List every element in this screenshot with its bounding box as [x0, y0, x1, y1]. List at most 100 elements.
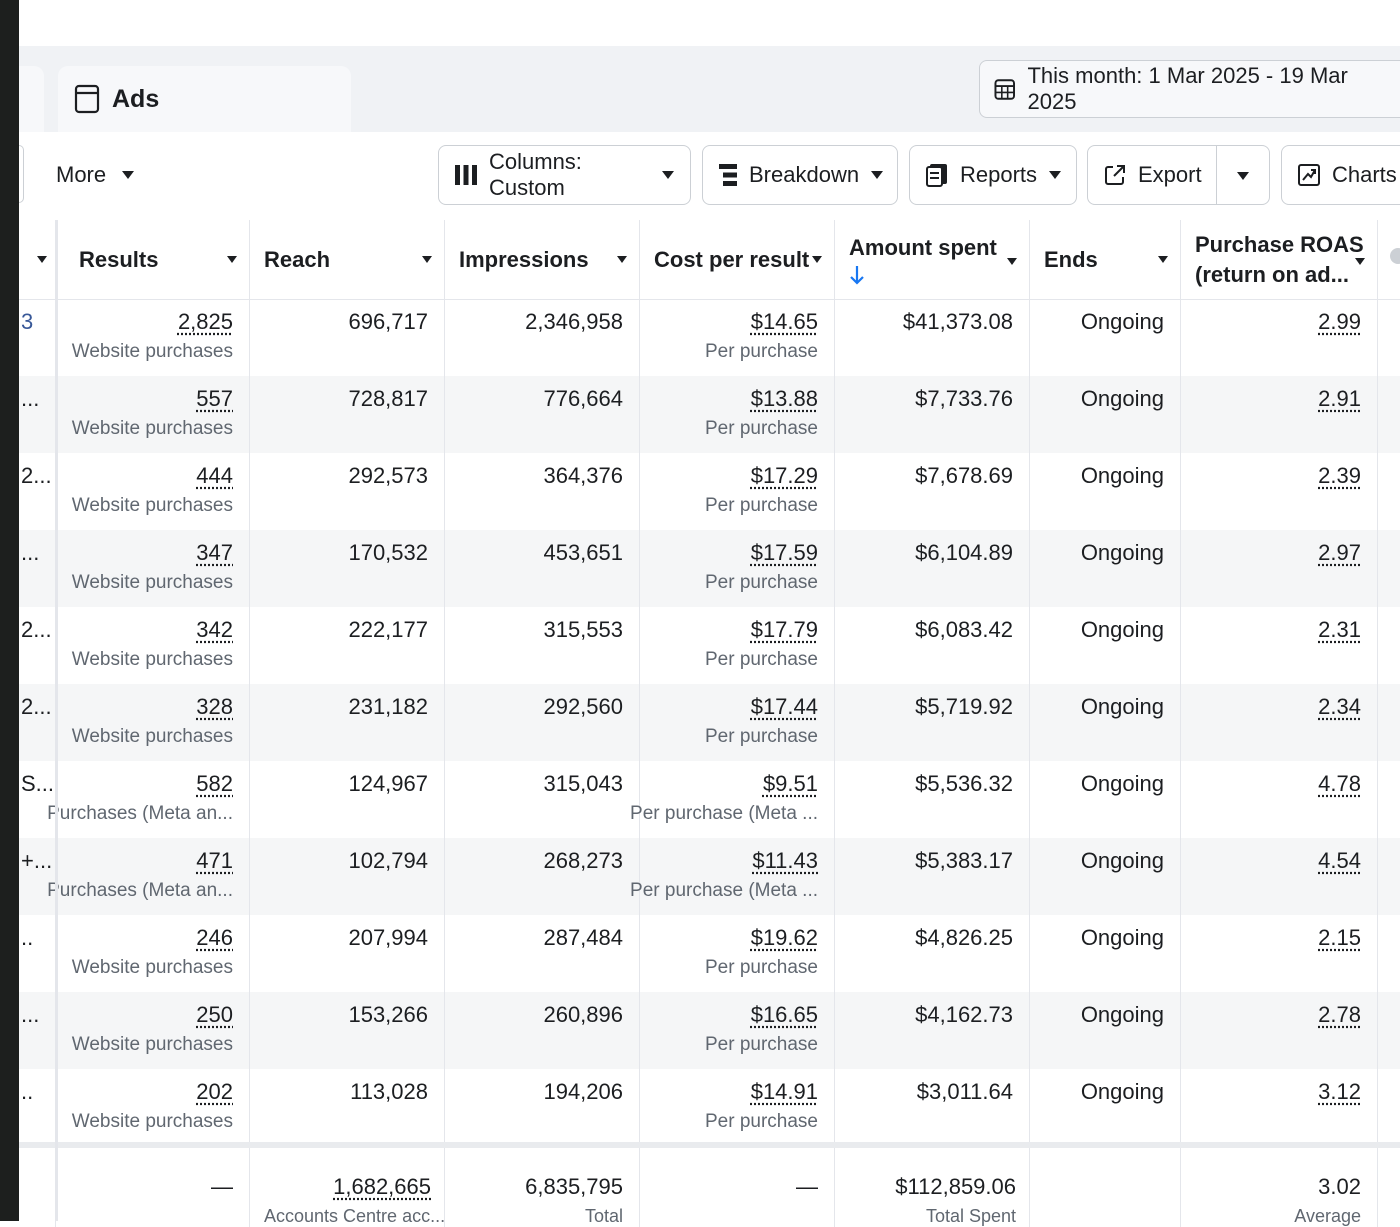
- tab-previous[interactable]: [19, 66, 44, 132]
- chevron-down-icon: [122, 171, 135, 179]
- amount-spent-value: $4,826.25: [915, 925, 1013, 950]
- tab-ads[interactable]: Ads: [58, 66, 351, 132]
- breakdown-button[interactable]: Breakdown: [702, 145, 898, 205]
- results-value[interactable]: 202: [196, 1079, 233, 1104]
- export-dropdown-chevron-icon[interactable]: [1237, 172, 1249, 180]
- cost-per-result-value[interactable]: $9.51: [762, 771, 818, 796]
- ad-name-link[interactable]: ..: [21, 1079, 34, 1104]
- cost-per-result-value[interactable]: $17.59: [750, 540, 818, 565]
- cell-roas: 2.78: [1181, 992, 1378, 1069]
- charts-button[interactable]: Charts: [1281, 145, 1400, 205]
- table-row[interactable]: S... 582 Purchases (Meta an... 124,967 315,0…: [19, 761, 1400, 838]
- cell-roas: 2.34: [1181, 684, 1378, 761]
- column-header-purchase-roas[interactable]: Purchase ROAS (return on ad...: [1181, 220, 1378, 299]
- ad-name-link[interactable]: ...: [21, 386, 40, 411]
- ad-name-link[interactable]: +...: [21, 848, 53, 873]
- purchase-roas-value[interactable]: 2.97: [1318, 540, 1361, 565]
- results-value[interactable]: 328: [196, 694, 233, 719]
- add-column-icon[interactable]: [1390, 248, 1400, 264]
- results-value[interactable]: 246: [196, 925, 233, 950]
- purchase-roas-value[interactable]: 4.54: [1318, 848, 1361, 873]
- cost-per-result-value[interactable]: $16.65: [750, 1002, 818, 1027]
- cell-reach: 231,182: [250, 684, 445, 761]
- table-row[interactable]: +... 471 Purchases (Meta an... 102,794 268,2…: [19, 838, 1400, 915]
- totals-cell-results: —: [56, 1148, 250, 1227]
- ends-value: Ongoing: [1080, 617, 1164, 642]
- column-header-ends[interactable]: Ends: [1030, 220, 1181, 299]
- cell-results: 246 Website purchases: [56, 915, 250, 992]
- cost-per-result-type: Per purchase (Meta ...: [630, 803, 818, 824]
- cost-per-result-value[interactable]: $14.65: [750, 309, 818, 334]
- result-type-label: Purchases (Meta an...: [47, 803, 233, 824]
- purchase-roas-value[interactable]: 2.15: [1318, 925, 1361, 950]
- table-row[interactable]: 3 2,825 Website purchases 696,717 2,346,958 $…: [19, 299, 1400, 376]
- cost-per-result-value[interactable]: $17.79: [750, 617, 818, 642]
- ad-name-link[interactable]: 2...: [21, 463, 52, 488]
- table-row[interactable]: .. 246 Website purchases 207,994 287,484 $19.…: [19, 915, 1400, 992]
- more-button[interactable]: More: [56, 150, 135, 200]
- result-type-label: Website purchases: [71, 418, 233, 439]
- purchase-roas-value[interactable]: 2.99: [1318, 309, 1361, 334]
- ad-name-link[interactable]: S...: [21, 771, 55, 796]
- table-row[interactable]: .. 202 Website purchases 113,028 194,206 $14.…: [19, 1069, 1400, 1146]
- results-value[interactable]: 471: [196, 848, 233, 873]
- results-value[interactable]: 342: [196, 617, 233, 642]
- purchase-roas-value[interactable]: 3.12: [1318, 1079, 1361, 1104]
- table-row[interactable]: 2... 342 Website purchases 222,177 315,553 $1…: [19, 607, 1400, 684]
- ad-name-link[interactable]: 2...: [21, 694, 52, 719]
- column-header-reach[interactable]: Reach: [250, 220, 445, 299]
- cell-roas: 2.97: [1181, 530, 1378, 607]
- cost-per-result-value[interactable]: $17.29: [750, 463, 818, 488]
- ad-name-link[interactable]: 3: [21, 309, 34, 334]
- results-value[interactable]: 250: [196, 1002, 233, 1027]
- purchase-roas-value[interactable]: 4.78: [1318, 771, 1361, 796]
- filter-button-edge[interactable]: [19, 145, 24, 203]
- cell-impressions: 260,896: [445, 992, 640, 1069]
- table-row[interactable]: ... 557 Website purchases 728,817 776,664 $13…: [19, 376, 1400, 453]
- cost-per-result-value[interactable]: $19.62: [750, 925, 818, 950]
- cost-per-result-value[interactable]: $17.44: [750, 694, 818, 719]
- results-value[interactable]: 2,825: [177, 309, 233, 334]
- cell-name: ..: [19, 1069, 56, 1146]
- results-value[interactable]: 444: [196, 463, 233, 488]
- purchase-roas-value[interactable]: 2.39: [1318, 463, 1361, 488]
- cell-spent: $4,826.25: [835, 915, 1030, 992]
- table-row[interactable]: 2... 444 Website purchases 292,573 364,376 $1…: [19, 453, 1400, 530]
- results-value[interactable]: 557: [196, 386, 233, 411]
- ad-name-link[interactable]: ...: [21, 1002, 40, 1027]
- ad-name-link[interactable]: 2...: [21, 617, 52, 642]
- totals-reach-value[interactable]: 1,682,665: [333, 1174, 431, 1199]
- cell-spent: $7,678.69: [835, 453, 1030, 530]
- table-row[interactable]: 2... 328 Website purchases 231,182 292,560 $1…: [19, 684, 1400, 761]
- reach-value: 231,182: [348, 694, 428, 719]
- table-row[interactable]: ... 347 Website purchases 170,532 453,651 $17…: [19, 530, 1400, 607]
- reports-button[interactable]: Reports: [909, 145, 1077, 205]
- ends-value: Ongoing: [1080, 925, 1164, 950]
- date-range-picker[interactable]: This month: 1 Mar 2025 - 19 Mar 2025: [979, 60, 1400, 118]
- export-label: Export: [1138, 162, 1202, 187]
- purchase-roas-value[interactable]: 2.78: [1318, 1002, 1361, 1027]
- column-header-cost-per-result[interactable]: Cost per result: [640, 220, 835, 299]
- results-value[interactable]: 347: [196, 540, 233, 565]
- cost-per-result-value[interactable]: $14.91: [750, 1079, 818, 1104]
- column-header-amount-spent[interactable]: Amount spent: [835, 220, 1030, 299]
- cost-per-result-value[interactable]: $13.88: [750, 386, 818, 411]
- column-header-name[interactable]: [19, 220, 56, 299]
- columns-button[interactable]: Columns: Custom: [438, 145, 691, 205]
- ad-name-link[interactable]: ..: [21, 925, 34, 950]
- cell-reach: 102,794: [250, 838, 445, 915]
- cell-results: 342 Website purchases: [56, 607, 250, 684]
- reports-label: Reports: [960, 162, 1038, 187]
- column-header-results[interactable]: Results: [56, 220, 250, 299]
- purchase-roas-value[interactable]: 2.91: [1318, 386, 1361, 411]
- cell-ends: Ongoing: [1030, 453, 1181, 530]
- cost-per-result-value[interactable]: $11.43: [752, 848, 818, 873]
- cell-results: 202 Website purchases: [56, 1069, 250, 1146]
- ends-value: Ongoing: [1080, 463, 1164, 488]
- purchase-roas-value[interactable]: 2.31: [1318, 617, 1361, 642]
- table-row[interactable]: ... 250 Website purchases 153,266 260,896 $16…: [19, 992, 1400, 1069]
- purchase-roas-value[interactable]: 2.34: [1318, 694, 1361, 719]
- ad-name-link[interactable]: ...: [21, 540, 40, 565]
- results-value[interactable]: 582: [196, 771, 233, 796]
- column-header-impressions[interactable]: Impressions: [445, 220, 640, 299]
